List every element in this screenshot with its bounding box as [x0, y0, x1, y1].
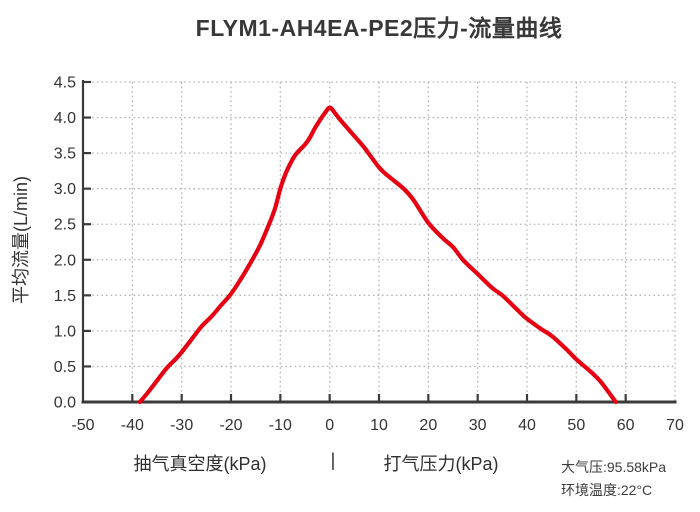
svg-text:0.5: 0.5	[54, 359, 76, 376]
x-axis-title-pressure: 打气压力(kPa)	[383, 454, 499, 474]
svg-text:50: 50	[567, 417, 585, 434]
svg-text:30: 30	[469, 417, 487, 434]
svg-text:10: 10	[370, 417, 388, 434]
svg-text:20: 20	[419, 417, 437, 434]
tick-marks	[83, 80, 627, 402]
gridlines	[83, 81, 676, 402]
svg-text:3.0: 3.0	[54, 181, 76, 198]
flow-curve	[137, 105, 618, 405]
svg-text:1.5: 1.5	[54, 288, 76, 305]
svg-text:4.0: 4.0	[54, 110, 76, 127]
atmospheric-pressure-note: 大气压:95.58kPa	[561, 459, 667, 475]
svg-text:3.5: 3.5	[54, 146, 76, 163]
x-tick-labels: -50 -40 -30 -20 -10 0 10 20 30 40 50 60 70	[71, 417, 684, 434]
svg-text:40: 40	[518, 417, 536, 434]
svg-text:2.5: 2.5	[54, 217, 76, 234]
chart-title: FLYM1-AH4EA-PE2压力-流量曲线	[195, 15, 563, 41]
svg-text:60: 60	[617, 417, 635, 434]
svg-text:-40: -40	[121, 417, 144, 434]
x-axis-title-vacuum: 抽气真空度(kPa)	[133, 454, 267, 474]
svg-text:4.5: 4.5	[54, 75, 76, 92]
svg-text:2.0: 2.0	[54, 252, 76, 269]
svg-text:-30: -30	[170, 417, 193, 434]
svg-text:0: 0	[325, 417, 334, 434]
y-tick-labels: 0.0 0.5 1.0 1.5 2.0 2.5 3.0 3.5 4.0 4.5	[54, 75, 76, 412]
svg-text:-10: -10	[269, 417, 292, 434]
svg-text:70: 70	[666, 417, 684, 434]
ambient-temperature-note: 环境温度:22°C	[561, 482, 653, 498]
svg-text:-20: -20	[219, 417, 242, 434]
environment-info: 大气压:95.58kPa 环境温度:22°C	[561, 456, 666, 502]
svg-text:0.0: 0.0	[54, 395, 76, 412]
svg-text:-50: -50	[71, 417, 94, 434]
x-axis-title-separator: |	[330, 450, 336, 470]
svg-text:1.0: 1.0	[54, 323, 76, 340]
